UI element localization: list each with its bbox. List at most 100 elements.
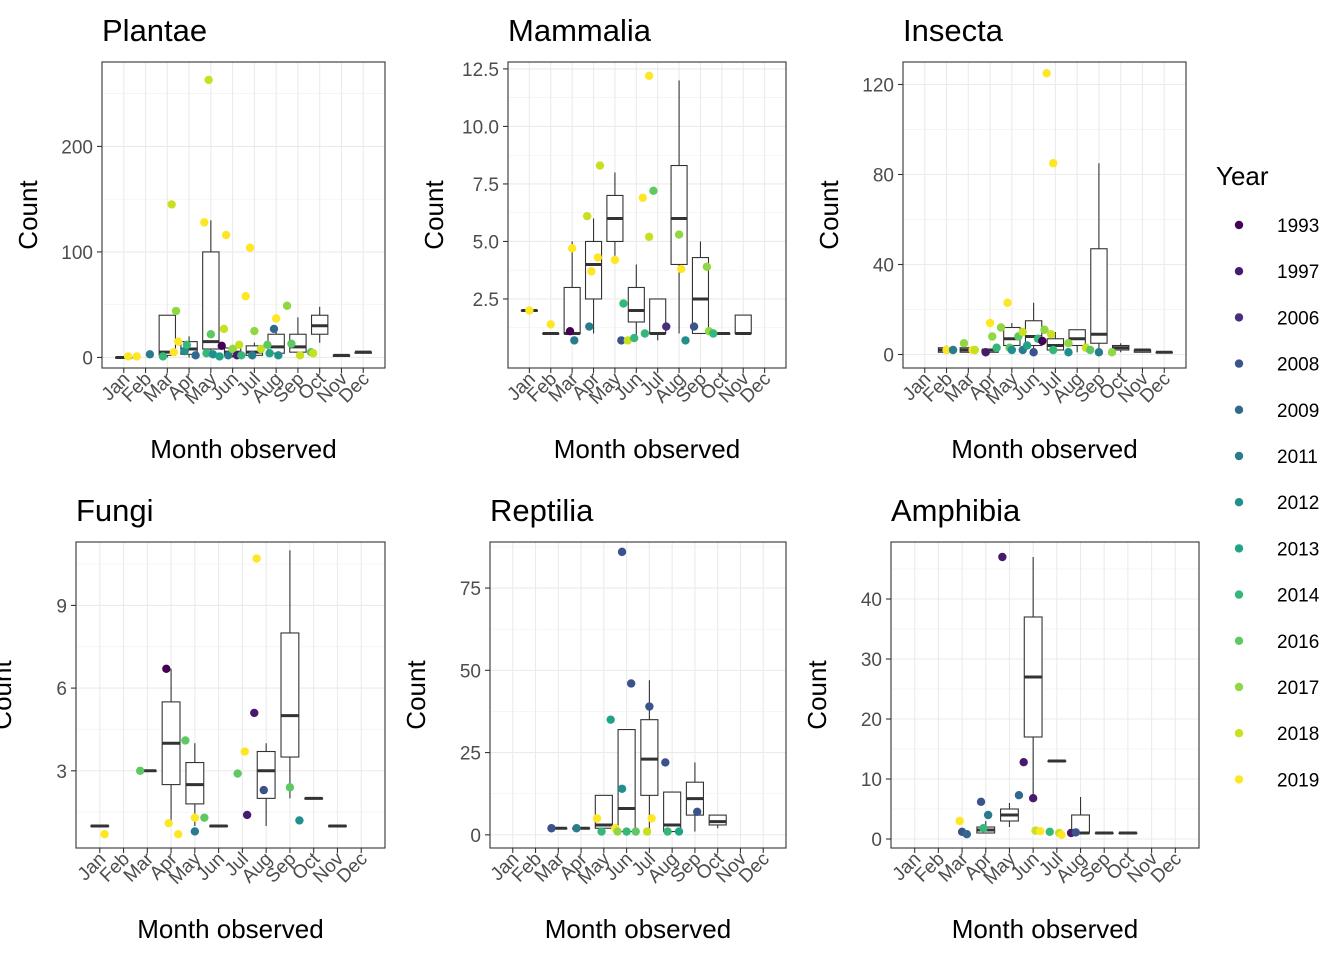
box-apr <box>161 668 181 826</box>
y-axis-label: Count <box>0 660 17 730</box>
data-point <box>644 232 654 242</box>
panel-border <box>489 541 787 849</box>
data-point <box>662 322 671 331</box>
box-nov <box>327 824 347 828</box>
data-point <box>135 766 145 776</box>
box-dec <box>1155 350 1173 354</box>
data-point <box>285 783 295 792</box>
data-point <box>1007 345 1017 355</box>
data-point <box>240 747 249 756</box>
box-feb <box>542 331 560 335</box>
y-tick-label: 0 <box>871 830 882 851</box>
legend-item-2017: 2017 <box>1234 678 1319 699</box>
y-tick-label: 75 <box>460 579 481 600</box>
data-point <box>693 807 702 817</box>
data-point <box>1064 339 1073 348</box>
box-aug <box>663 791 682 833</box>
box-iqr <box>563 286 581 335</box>
data-point <box>606 715 615 724</box>
box-may <box>1000 803 1019 827</box>
data-point <box>702 262 712 271</box>
box-iqr <box>708 814 727 826</box>
box-oct <box>304 796 324 800</box>
data-point <box>644 71 654 81</box>
legend-label: 1993 <box>1277 216 1319 237</box>
data-point <box>681 336 690 345</box>
panel-title: Plantae <box>102 13 207 48</box>
y-tick-label: 2.5 <box>473 290 499 311</box>
data-point <box>674 230 684 239</box>
x-axis-label: Month observed <box>150 434 336 464</box>
data-point <box>204 75 213 85</box>
data-point <box>585 322 594 331</box>
data-point <box>287 339 296 348</box>
data-point <box>1086 345 1095 355</box>
data-point <box>215 352 224 361</box>
data-point <box>1029 348 1038 357</box>
legend-key <box>1234 544 1244 553</box>
data-point <box>308 349 318 358</box>
panel-fungi: 369JanFebMarAprMayJunJulAugSepOctNovDecF… <box>0 493 386 944</box>
data-point <box>709 329 718 338</box>
data-point <box>962 830 972 839</box>
data-point <box>162 664 171 674</box>
panel-border <box>890 541 1200 849</box>
data-point <box>979 824 988 833</box>
data-point <box>252 554 261 563</box>
y-axis-label: Count <box>419 180 449 250</box>
box-jul <box>640 680 659 832</box>
box-iqr <box>663 791 682 833</box>
data-point <box>190 827 200 836</box>
panel-border <box>902 61 1187 369</box>
box-iqr <box>1090 248 1108 344</box>
legend-label: 2018 <box>1277 724 1319 745</box>
legend-label: 2016 <box>1277 632 1319 653</box>
legend-key <box>1234 498 1244 507</box>
data-point <box>619 299 628 308</box>
legend-key <box>1234 636 1244 645</box>
y-tick-label: 50 <box>460 661 481 682</box>
data-point <box>242 810 252 820</box>
panel-border <box>75 541 386 849</box>
box-iqr <box>594 794 613 829</box>
data-point <box>259 785 268 795</box>
box-may <box>606 172 624 258</box>
y-tick-label: 100 <box>61 243 93 264</box>
legend-item-2009: 2009 <box>1234 401 1319 422</box>
data-point <box>567 244 577 253</box>
data-point <box>1042 69 1051 78</box>
box-aug <box>670 80 688 334</box>
data-point <box>256 344 266 354</box>
data-point <box>1071 828 1081 837</box>
box-sep <box>691 241 710 335</box>
box-iqr <box>280 632 300 758</box>
legend-label: 2006 <box>1277 308 1319 329</box>
data-point <box>595 161 605 170</box>
data-point <box>985 318 995 328</box>
data-point <box>592 814 602 823</box>
data-point <box>1014 791 1024 800</box>
data-point <box>250 708 259 718</box>
data-point <box>224 351 233 360</box>
data-point <box>219 324 229 334</box>
legend-item-2006: 2006 <box>1234 308 1319 329</box>
data-point <box>546 320 555 329</box>
data-point <box>200 813 209 822</box>
data-point <box>992 343 1001 352</box>
box-sep <box>280 550 300 799</box>
data-point <box>173 337 183 346</box>
y-tick-label: 20 <box>861 710 882 731</box>
data-point <box>617 547 627 557</box>
y-axis-label: Count <box>814 180 844 250</box>
panel-border <box>101 61 386 369</box>
data-point <box>959 339 969 348</box>
data-point <box>167 200 176 209</box>
data-point <box>181 736 190 745</box>
box-dec <box>354 350 372 354</box>
data-point <box>638 193 647 202</box>
legend-key <box>1234 267 1244 276</box>
panel-reptilia: 0255075JanFebMarAprMayJunJulAugSepOctNov… <box>401 493 787 944</box>
data-point <box>263 340 272 349</box>
y-tick-label: 120 <box>862 76 894 97</box>
